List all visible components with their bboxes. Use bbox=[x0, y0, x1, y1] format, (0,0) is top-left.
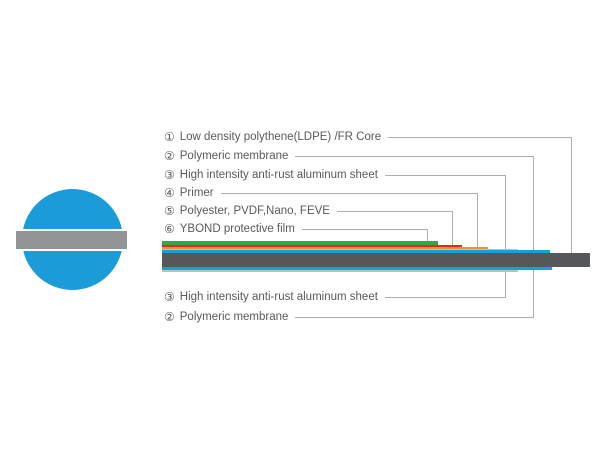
leader-line-membrane-top bbox=[295, 155, 534, 157]
label-text-membrane-top: Polymeric membrane bbox=[179, 150, 289, 162]
label-text-core: Low density polythene(LDPE) /FR Core bbox=[179, 131, 382, 143]
leader-vertical-core bbox=[571, 137, 572, 253]
label-text-primer: Primer bbox=[179, 187, 214, 199]
label-aluminum-top: ③ High intensity anti-rust aluminum sheet bbox=[164, 166, 506, 184]
label-text-ybond-film: YBOND protective film bbox=[179, 223, 295, 235]
label-number-primer: ④ bbox=[164, 186, 175, 200]
label-text-aluminum-top: High intensity anti-rust aluminum sheet bbox=[179, 169, 378, 181]
leader-vertical-ybond-film bbox=[427, 229, 428, 241]
leader-vertical-polyester bbox=[452, 211, 453, 245]
leader-line-aluminum-bottom bbox=[384, 296, 506, 298]
layer-polymeric-membrane-top bbox=[162, 250, 550, 253]
leader-line-primer bbox=[220, 192, 478, 194]
label-ybond-film: ⑥ YBOND protective film bbox=[164, 220, 428, 238]
layer-ldpe-fr-core bbox=[162, 253, 590, 267]
layer-primer bbox=[162, 246, 488, 249]
leader-line-ybond-film bbox=[301, 228, 428, 230]
label-aluminum-bottom: ③ High intensity anti-rust aluminum sheet bbox=[164, 288, 506, 306]
leader-vertical-membrane-bottom bbox=[533, 270, 534, 317]
leader-line-polyester bbox=[336, 210, 453, 212]
leader-vertical-primer bbox=[477, 193, 478, 247]
label-text-membrane-bottom: Polymeric membrane bbox=[179, 311, 289, 323]
layer-ybond-protective-film bbox=[162, 241, 438, 245]
leader-vertical-aluminum-top bbox=[505, 175, 506, 249]
label-number-polyester: ⑤ bbox=[164, 204, 175, 218]
leader-line-core bbox=[388, 136, 572, 138]
layer-polyester-coating bbox=[162, 244, 462, 247]
label-number-membrane-top: ② bbox=[164, 149, 175, 163]
leader-vertical-membrane-top bbox=[533, 156, 534, 250]
layer-aluminum-sheet-top bbox=[162, 248, 518, 250]
label-number-ybond-film: ⑥ bbox=[164, 222, 175, 236]
core-band-icon bbox=[16, 229, 127, 251]
leader-line-aluminum-top bbox=[384, 174, 506, 176]
label-primer: ④ Primer bbox=[164, 184, 478, 202]
label-polyester: ⑤ Polyester, PVDF,Nano, FEVE bbox=[164, 202, 453, 220]
label-number-core: ① bbox=[164, 130, 175, 144]
label-core: ① Low density polythene(LDPE) /FR Core bbox=[164, 128, 572, 146]
leader-line-membrane-bottom bbox=[295, 316, 534, 318]
label-number-aluminum-bottom: ③ bbox=[164, 290, 175, 304]
layer-polymeric-membrane-bottom bbox=[162, 267, 552, 270]
label-number-membrane-bottom: ② bbox=[164, 310, 175, 324]
label-text-aluminum-bottom: High intensity anti-rust aluminum sheet bbox=[179, 291, 378, 303]
leader-vertical-aluminum-bottom bbox=[505, 272, 506, 297]
layer-aluminum-sheet-bottom bbox=[162, 270, 518, 272]
label-membrane-top: ② Polymeric membrane bbox=[164, 147, 534, 165]
label-membrane-bottom: ② Polymeric membrane bbox=[164, 308, 534, 326]
label-text-polyester: Polyester, PVDF,Nano, FEVE bbox=[179, 205, 330, 217]
label-number-aluminum-top: ③ bbox=[164, 168, 175, 182]
